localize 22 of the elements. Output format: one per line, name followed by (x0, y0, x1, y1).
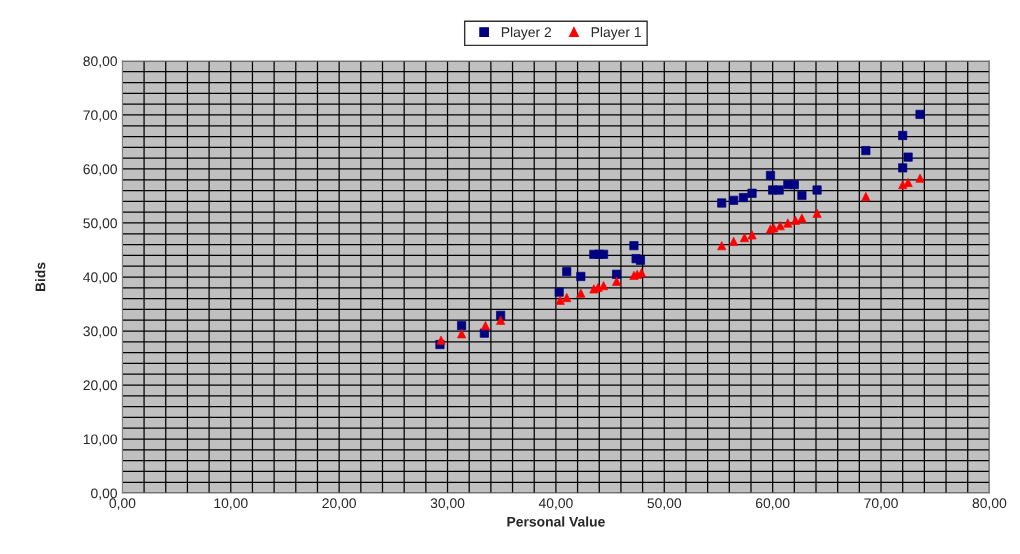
legend-label: Player 2 (501, 26, 552, 40)
x-tick-label: 10,00 (214, 498, 248, 510)
y-tick-label: 20,00 (83, 380, 117, 392)
x-tick-label: 0,00 (109, 498, 136, 510)
y-tick-label: 40,00 (83, 272, 117, 284)
y-tick-label: 30,00 (83, 326, 117, 338)
y-tick-label: 80,00 (83, 56, 117, 68)
y-tick-label: 10,00 (83, 434, 117, 446)
x-tick-label: 30,00 (430, 498, 465, 510)
x-tick-label: 60,00 (755, 498, 790, 510)
x-tick-label: 40,00 (538, 498, 573, 510)
x-tick-label: 70,00 (864, 498, 898, 510)
x-tick-label: 50,00 (647, 498, 682, 510)
y-tick-label: 50,00 (83, 218, 117, 230)
x-tick-label: 80,00 (972, 498, 1007, 510)
y-tick-label: 60,00 (83, 164, 117, 176)
y-tick-label: 0,00 (91, 488, 117, 500)
y-tick-label: 70,00 (83, 110, 117, 122)
x-axis-title: Personal Value (507, 516, 605, 527)
y-axis-title: Bids (35, 262, 46, 292)
legend-label: Player 1 (591, 26, 641, 40)
x-tick-label: 20,00 (322, 498, 356, 510)
